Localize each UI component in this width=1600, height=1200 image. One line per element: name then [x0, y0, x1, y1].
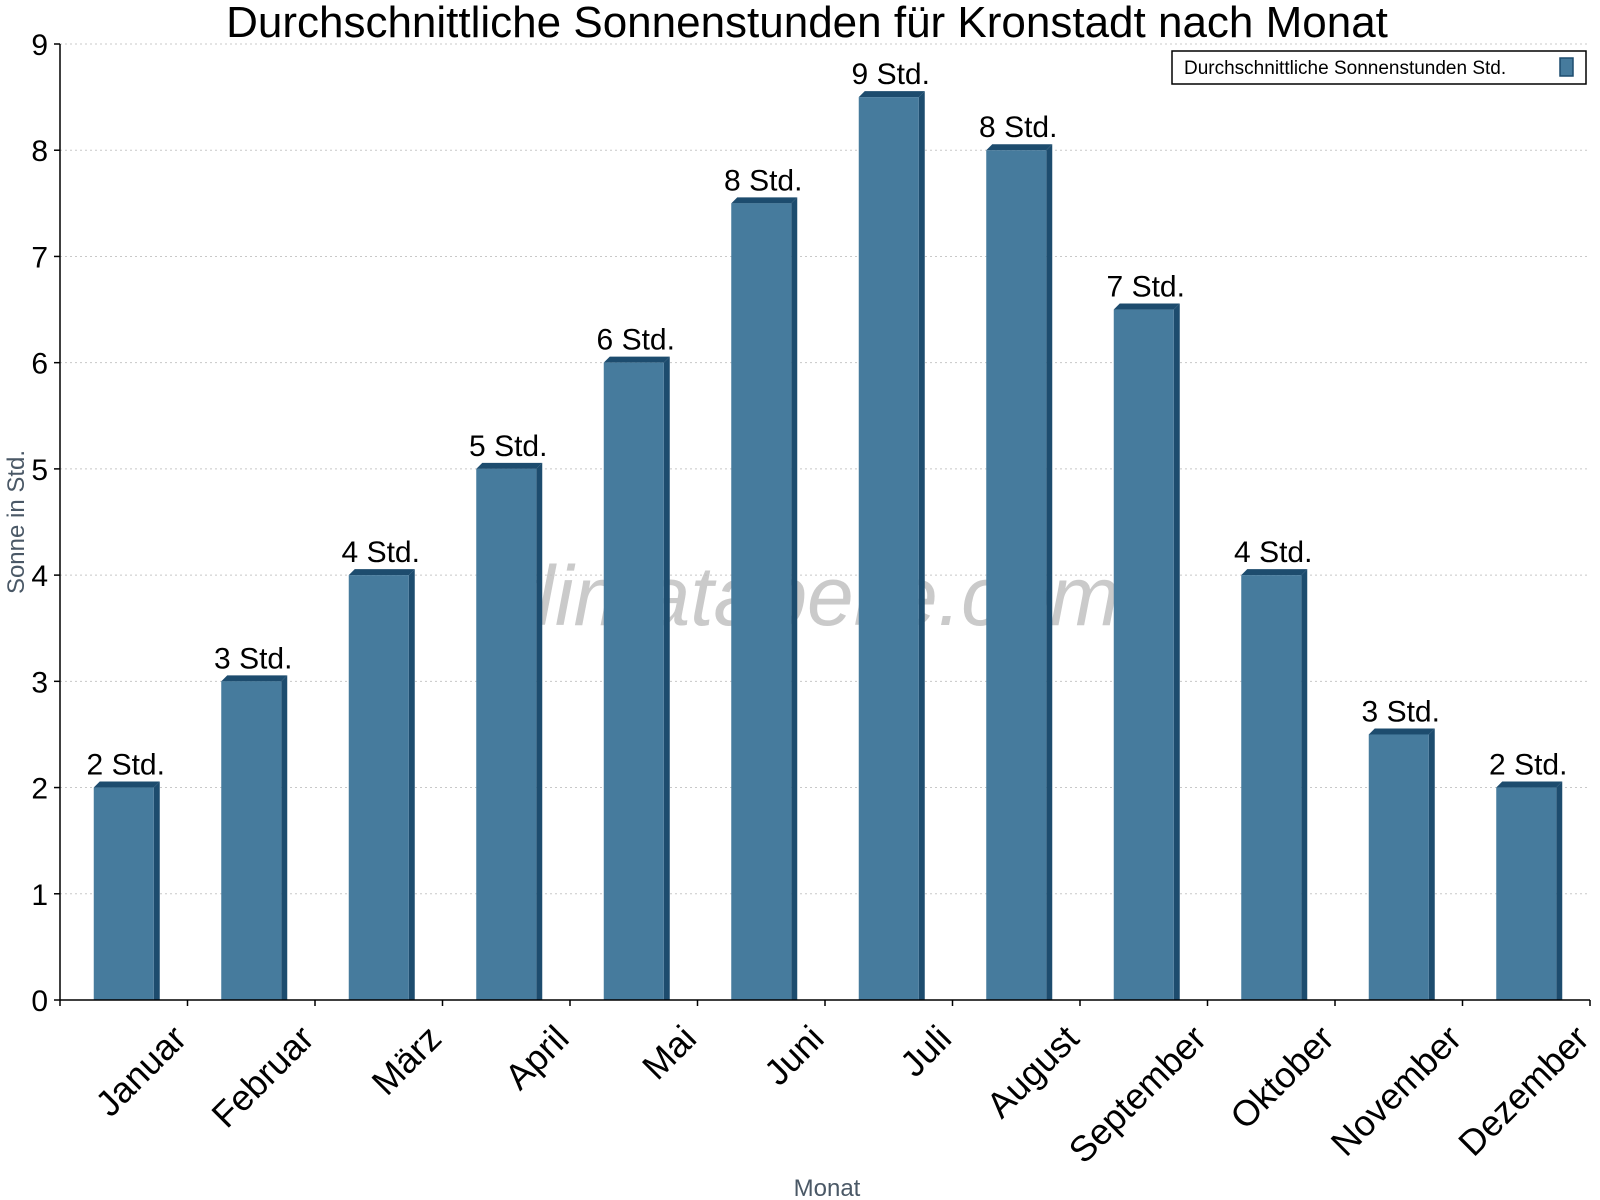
x-tick-label: November — [1323, 1017, 1469, 1163]
bar-top — [476, 462, 543, 469]
y-tick-label: 5 — [31, 454, 48, 487]
bar-side — [1556, 781, 1563, 1000]
x-tick-label: Juli — [892, 1017, 959, 1084]
chart-title: Durchschnittliche Sonnenstunden für Kron… — [226, 0, 1388, 47]
bar-face — [731, 203, 792, 1001]
x-tick-label: Februar — [203, 1017, 321, 1135]
bar-side — [663, 356, 670, 1001]
y-tick-label: 3 — [31, 666, 48, 699]
data-label: 2 Std. — [1489, 749, 1567, 782]
y-axis-label: Sonne in Std. — [3, 450, 30, 594]
bar-top — [1368, 728, 1435, 735]
legend-swatch — [1559, 57, 1574, 77]
bar-mai — [603, 356, 670, 1001]
bar-face — [858, 97, 919, 1001]
x-tick-label: September — [1061, 1017, 1215, 1171]
bar-side — [281, 675, 288, 1000]
bar-side — [536, 462, 543, 1000]
bar-dezember — [1496, 781, 1563, 1000]
y-tick-label: 1 — [31, 879, 48, 912]
data-label: 8 Std. — [979, 111, 1057, 144]
bar-side — [153, 781, 160, 1000]
x-tick-label: März — [364, 1017, 450, 1103]
bar-face — [348, 575, 409, 1000]
bar-face — [1368, 734, 1429, 1000]
bar-face — [986, 150, 1047, 1000]
bar-top — [221, 675, 288, 682]
bar-märz — [348, 569, 415, 1000]
bar-oktober — [1241, 569, 1308, 1000]
bar-side — [918, 91, 925, 1001]
bar-september — [1113, 303, 1180, 1000]
x-tick-label: Juni — [756, 1017, 832, 1093]
bar-top — [93, 781, 160, 788]
bar-face — [1113, 309, 1174, 1000]
bar-face — [221, 681, 282, 1000]
bar-juni — [731, 197, 798, 1001]
bar-face — [1241, 575, 1302, 1000]
y-tick-label: 9 — [31, 29, 48, 62]
axes — [54, 43, 1591, 1006]
bar-face — [93, 787, 154, 1000]
legend-label: Durchschnittliche Sonnenstunden Std. — [1184, 58, 1506, 79]
data-label: 4 Std. — [1234, 536, 1312, 569]
y-tick-label: 2 — [31, 773, 48, 806]
data-label: 9 Std. — [852, 58, 930, 91]
x-tick-labels: Januar Februar März April Mai Juni Juli AugustS… — [87, 1017, 1596, 1171]
bars — [93, 91, 1563, 1001]
x-axis-label: Monat — [794, 1175, 861, 1200]
data-label: 3 Std. — [214, 642, 292, 675]
legend: Durchschnittliche Sonnenstunden Std. — [1171, 50, 1587, 85]
bar-top — [858, 91, 925, 98]
bar-juli — [858, 91, 925, 1001]
y-tick-labels: 0 1 2 3 4 5 6 7 8 9 — [31, 29, 48, 1018]
bar-face — [603, 362, 664, 1001]
bar-side — [1428, 728, 1435, 1000]
x-tick-label: August — [978, 1017, 1086, 1125]
data-label: 8 Std. — [724, 164, 802, 197]
bar-face — [476, 468, 537, 1000]
data-label: 6 Std. — [597, 324, 675, 357]
x-tick-label: Dezember — [1450, 1017, 1596, 1163]
data-label: 3 Std. — [1362, 695, 1440, 728]
y-tick-label: 0 — [31, 985, 48, 1018]
bar-april — [476, 462, 543, 1000]
bar-side — [408, 569, 415, 1000]
x-tick-label: Mai — [634, 1017, 704, 1087]
bar-august — [986, 144, 1053, 1000]
data-label: 5 Std. — [469, 430, 547, 463]
y-tick-label: 4 — [31, 560, 48, 593]
x-tick-label: Oktober — [1222, 1017, 1342, 1137]
data-label: 7 Std. — [1107, 271, 1185, 304]
y-tick-label: 6 — [31, 348, 48, 381]
x-tick-label: Januar — [87, 1017, 194, 1124]
x-tick-label: April — [497, 1017, 577, 1097]
bar-side — [1301, 569, 1308, 1000]
bar-januar — [93, 781, 160, 1000]
bar-november — [1368, 728, 1435, 1000]
bar-top — [1113, 303, 1180, 310]
bar-side — [1046, 144, 1053, 1000]
bar-face — [1496, 787, 1557, 1000]
bar-top — [1496, 781, 1563, 788]
bar-top — [348, 569, 415, 576]
data-label: 2 Std. — [87, 749, 165, 782]
y-tick-label: 7 — [31, 241, 48, 274]
bar-top — [603, 356, 670, 363]
bar-top — [986, 144, 1053, 151]
bar-top — [1241, 569, 1308, 576]
bar-top — [731, 197, 798, 204]
bar-side — [791, 197, 798, 1001]
bar-februar — [221, 675, 288, 1000]
y-tick-label: 8 — [31, 135, 48, 168]
data-label: 4 Std. — [342, 536, 420, 569]
data-labels: 2 Std. 3 Std. 4 Std. 5 Std. 6 Std. 8 Std. 9 St… — [87, 58, 1568, 781]
bar-side — [1173, 303, 1180, 1000]
legend-box — [1171, 50, 1587, 85]
gridlines — [60, 43, 1590, 895]
